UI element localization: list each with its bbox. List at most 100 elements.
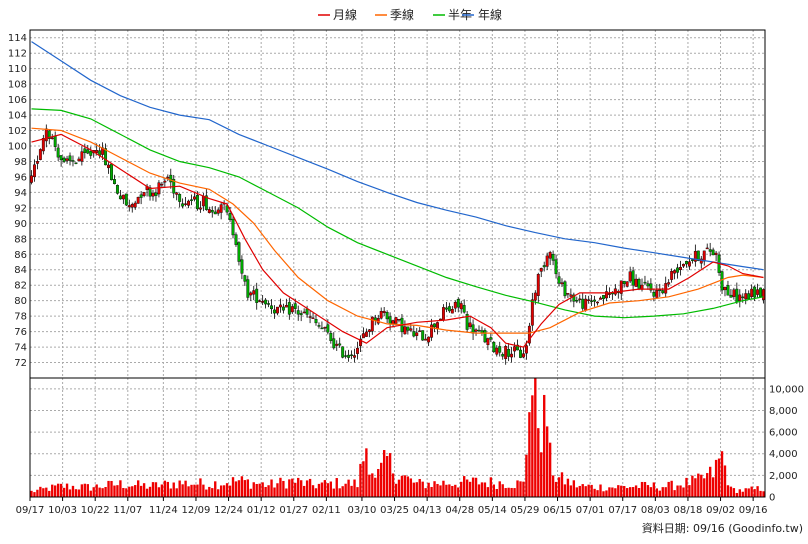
price-tick-label: 80 xyxy=(14,296,27,307)
candle-body xyxy=(530,299,534,326)
price-tick-label: 102 xyxy=(8,126,27,137)
candle-body xyxy=(151,192,155,197)
candle-body xyxy=(148,187,152,197)
candle-body xyxy=(670,271,674,280)
volume-bar xyxy=(409,478,413,497)
volume-bar xyxy=(285,488,288,497)
x-tick-label: 02/11 xyxy=(312,505,341,516)
volume-bar xyxy=(211,488,214,497)
volume-bar xyxy=(498,481,501,497)
volume-bar xyxy=(261,482,264,497)
x-tick-label: 01/12 xyxy=(247,505,276,516)
candle-body xyxy=(732,289,736,297)
price-tick-label: 92 xyxy=(14,203,27,214)
volume-bar xyxy=(39,486,42,497)
volume-bar xyxy=(457,487,460,497)
candle-body xyxy=(139,194,143,198)
volume-bar xyxy=(80,484,84,497)
volume-bar xyxy=(116,485,119,497)
volume-bar xyxy=(219,485,223,497)
candle-body xyxy=(676,267,680,273)
volume-bar xyxy=(445,484,448,497)
volume-bar xyxy=(56,483,60,497)
volume-bar xyxy=(154,482,158,497)
volume-bar xyxy=(454,484,457,497)
candle-body xyxy=(599,297,602,300)
legend-label-month: 月線 xyxy=(333,7,357,22)
candle-body xyxy=(394,317,398,324)
volume-bar xyxy=(486,487,490,497)
volume-bar xyxy=(483,482,487,497)
price-tick-label: 112 xyxy=(8,49,27,60)
volume-bar xyxy=(59,483,63,497)
candle-body xyxy=(77,158,81,162)
price-tick-label: 84 xyxy=(14,265,27,276)
volume-bar xyxy=(477,484,481,497)
candle-body xyxy=(566,293,570,295)
candle-body xyxy=(264,299,268,305)
volume-bar xyxy=(338,488,341,497)
price-tick-label: 106 xyxy=(8,95,27,106)
volume-bar xyxy=(581,484,584,497)
volume-bar xyxy=(98,487,101,497)
x-tick-label: 05/14 xyxy=(478,505,507,516)
volume-bar xyxy=(732,488,736,497)
volume-bar xyxy=(590,484,593,497)
candle-body xyxy=(228,213,232,220)
volume-bar xyxy=(465,479,469,497)
volume-bar xyxy=(557,477,561,497)
volume-bar xyxy=(646,485,650,497)
volume-bar xyxy=(139,485,143,497)
volume-bar xyxy=(199,478,202,497)
volume-bar xyxy=(726,485,730,497)
volume-bar xyxy=(89,490,92,497)
volume-bar xyxy=(288,479,291,497)
volume-bar xyxy=(36,489,39,497)
candle-body xyxy=(489,337,493,340)
volume-bar xyxy=(720,451,724,497)
price-tick-label: 94 xyxy=(14,188,27,199)
volume-bar xyxy=(640,481,644,497)
candle-body xyxy=(527,325,531,344)
volume-bar xyxy=(569,485,573,497)
candle-body xyxy=(406,326,410,331)
candle-body xyxy=(447,306,451,312)
volume-bar xyxy=(193,484,196,497)
volume-bar xyxy=(756,486,759,497)
candle-body xyxy=(344,355,348,357)
volume-bar xyxy=(362,461,365,497)
x-tick-label: 04/13 xyxy=(413,505,442,516)
volume-tick-label: 4,000 xyxy=(769,449,798,460)
candle-body xyxy=(308,316,312,318)
candle-body xyxy=(593,299,597,302)
candle-body xyxy=(524,345,528,354)
candle-body xyxy=(762,289,765,300)
volume-bar xyxy=(107,480,110,497)
volume-bar xyxy=(451,485,454,497)
price-tick-label: 74 xyxy=(14,343,27,354)
candle-body xyxy=(699,258,703,264)
volume-bar xyxy=(551,475,555,497)
candle-body xyxy=(744,293,748,300)
volume-bar xyxy=(45,487,48,497)
candle-body xyxy=(498,346,502,353)
volume-bar xyxy=(436,483,439,497)
x-tick-label: 12/09 xyxy=(182,505,211,516)
volume-bar xyxy=(119,480,122,497)
volume-bar xyxy=(234,481,238,497)
volume-tick-label: 10,000 xyxy=(769,384,804,395)
volume-bar xyxy=(531,395,534,497)
candle-body xyxy=(486,338,490,346)
candle-body xyxy=(631,270,635,286)
volume-bar xyxy=(729,486,733,497)
volume-bar xyxy=(599,484,602,497)
candle-body xyxy=(596,301,599,304)
price-tick-label: 110 xyxy=(8,64,27,75)
volume-bar xyxy=(679,485,682,497)
volume-bar xyxy=(246,479,250,497)
volume-bar xyxy=(252,482,255,497)
volume-bar xyxy=(353,479,356,497)
candle-body xyxy=(602,295,605,300)
volume-bar xyxy=(169,488,172,497)
candle-body xyxy=(554,259,558,275)
